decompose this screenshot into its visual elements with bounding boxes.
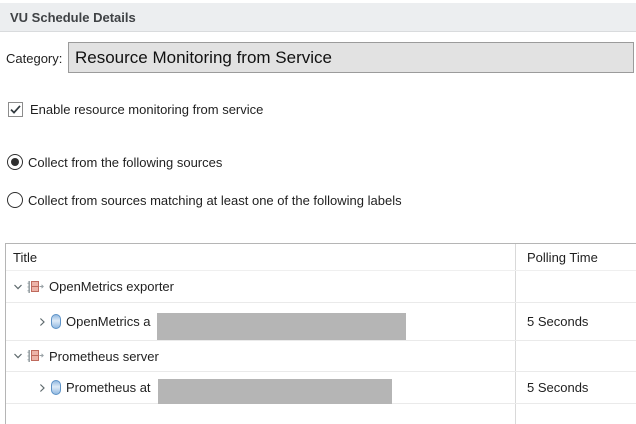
enable-monitoring-row: Enable resource monitoring from service: [8, 102, 263, 117]
collect-labels-radio-label[interactable]: Collect from sources matching at least o…: [28, 192, 402, 208]
table-header-row: Title Polling Time: [6, 244, 636, 271]
category-label: Category:: [6, 50, 63, 66]
chevron-right-icon[interactable]: [36, 383, 48, 393]
chevron-right-icon[interactable]: [36, 317, 48, 327]
redaction-box: [158, 379, 392, 404]
collect-sources-radio-row: Collect from the following sources: [7, 154, 222, 170]
polling-time-cell: 5 Seconds: [527, 380, 589, 395]
chevron-down-icon[interactable]: [12, 351, 24, 361]
server-icon: [27, 349, 44, 363]
source-capsule-icon: [51, 314, 61, 329]
category-field[interactable]: Resource Monitoring from Service: [68, 42, 634, 73]
section-header: VU Schedule Details: [0, 3, 636, 32]
tree-row-openmetrics-exporter[interactable]: OpenMetrics exporter: [6, 271, 636, 303]
source-capsule-icon: [51, 380, 61, 395]
sources-table: Title Polling Time OpenMetrics exporter: [5, 243, 636, 424]
checkmark-icon: [10, 105, 21, 114]
tree-row-openmetrics-source[interactable]: OpenMetrics a 5 Seconds: [6, 303, 636, 341]
server-icon: [27, 280, 44, 294]
collect-sources-radio[interactable]: [7, 154, 23, 170]
collect-sources-radio-label[interactable]: Collect from the following sources: [28, 154, 223, 170]
column-resize-handle[interactable]: [515, 244, 516, 424]
section-title: VU Schedule Details: [10, 9, 136, 25]
chevron-down-icon[interactable]: [12, 282, 24, 292]
collect-labels-radio-row: Collect from sources matching at least o…: [7, 192, 402, 208]
tree-row-prometheus-server[interactable]: Prometheus server: [6, 341, 636, 372]
row-title: OpenMetrics a: [66, 314, 151, 329]
redaction-box: [157, 313, 406, 340]
row-title: Prometheus server: [49, 348, 159, 364]
enable-monitoring-label[interactable]: Enable resource monitoring from service: [30, 102, 264, 117]
polling-time-cell: 5 Seconds: [527, 314, 589, 329]
row-title: OpenMetrics exporter: [49, 279, 174, 294]
row-title: Prometheus at: [66, 380, 151, 395]
enable-monitoring-checkbox[interactable]: [8, 102, 23, 117]
category-value: Resource Monitoring from Service: [75, 47, 332, 67]
column-header-polling-time[interactable]: Polling Time: [527, 249, 598, 265]
column-header-title[interactable]: Title: [13, 249, 38, 265]
collect-labels-radio[interactable]: [7, 192, 23, 208]
radio-dot: [11, 158, 19, 166]
tree-row-prometheus-source[interactable]: Prometheus at 5 Seconds: [6, 372, 636, 404]
